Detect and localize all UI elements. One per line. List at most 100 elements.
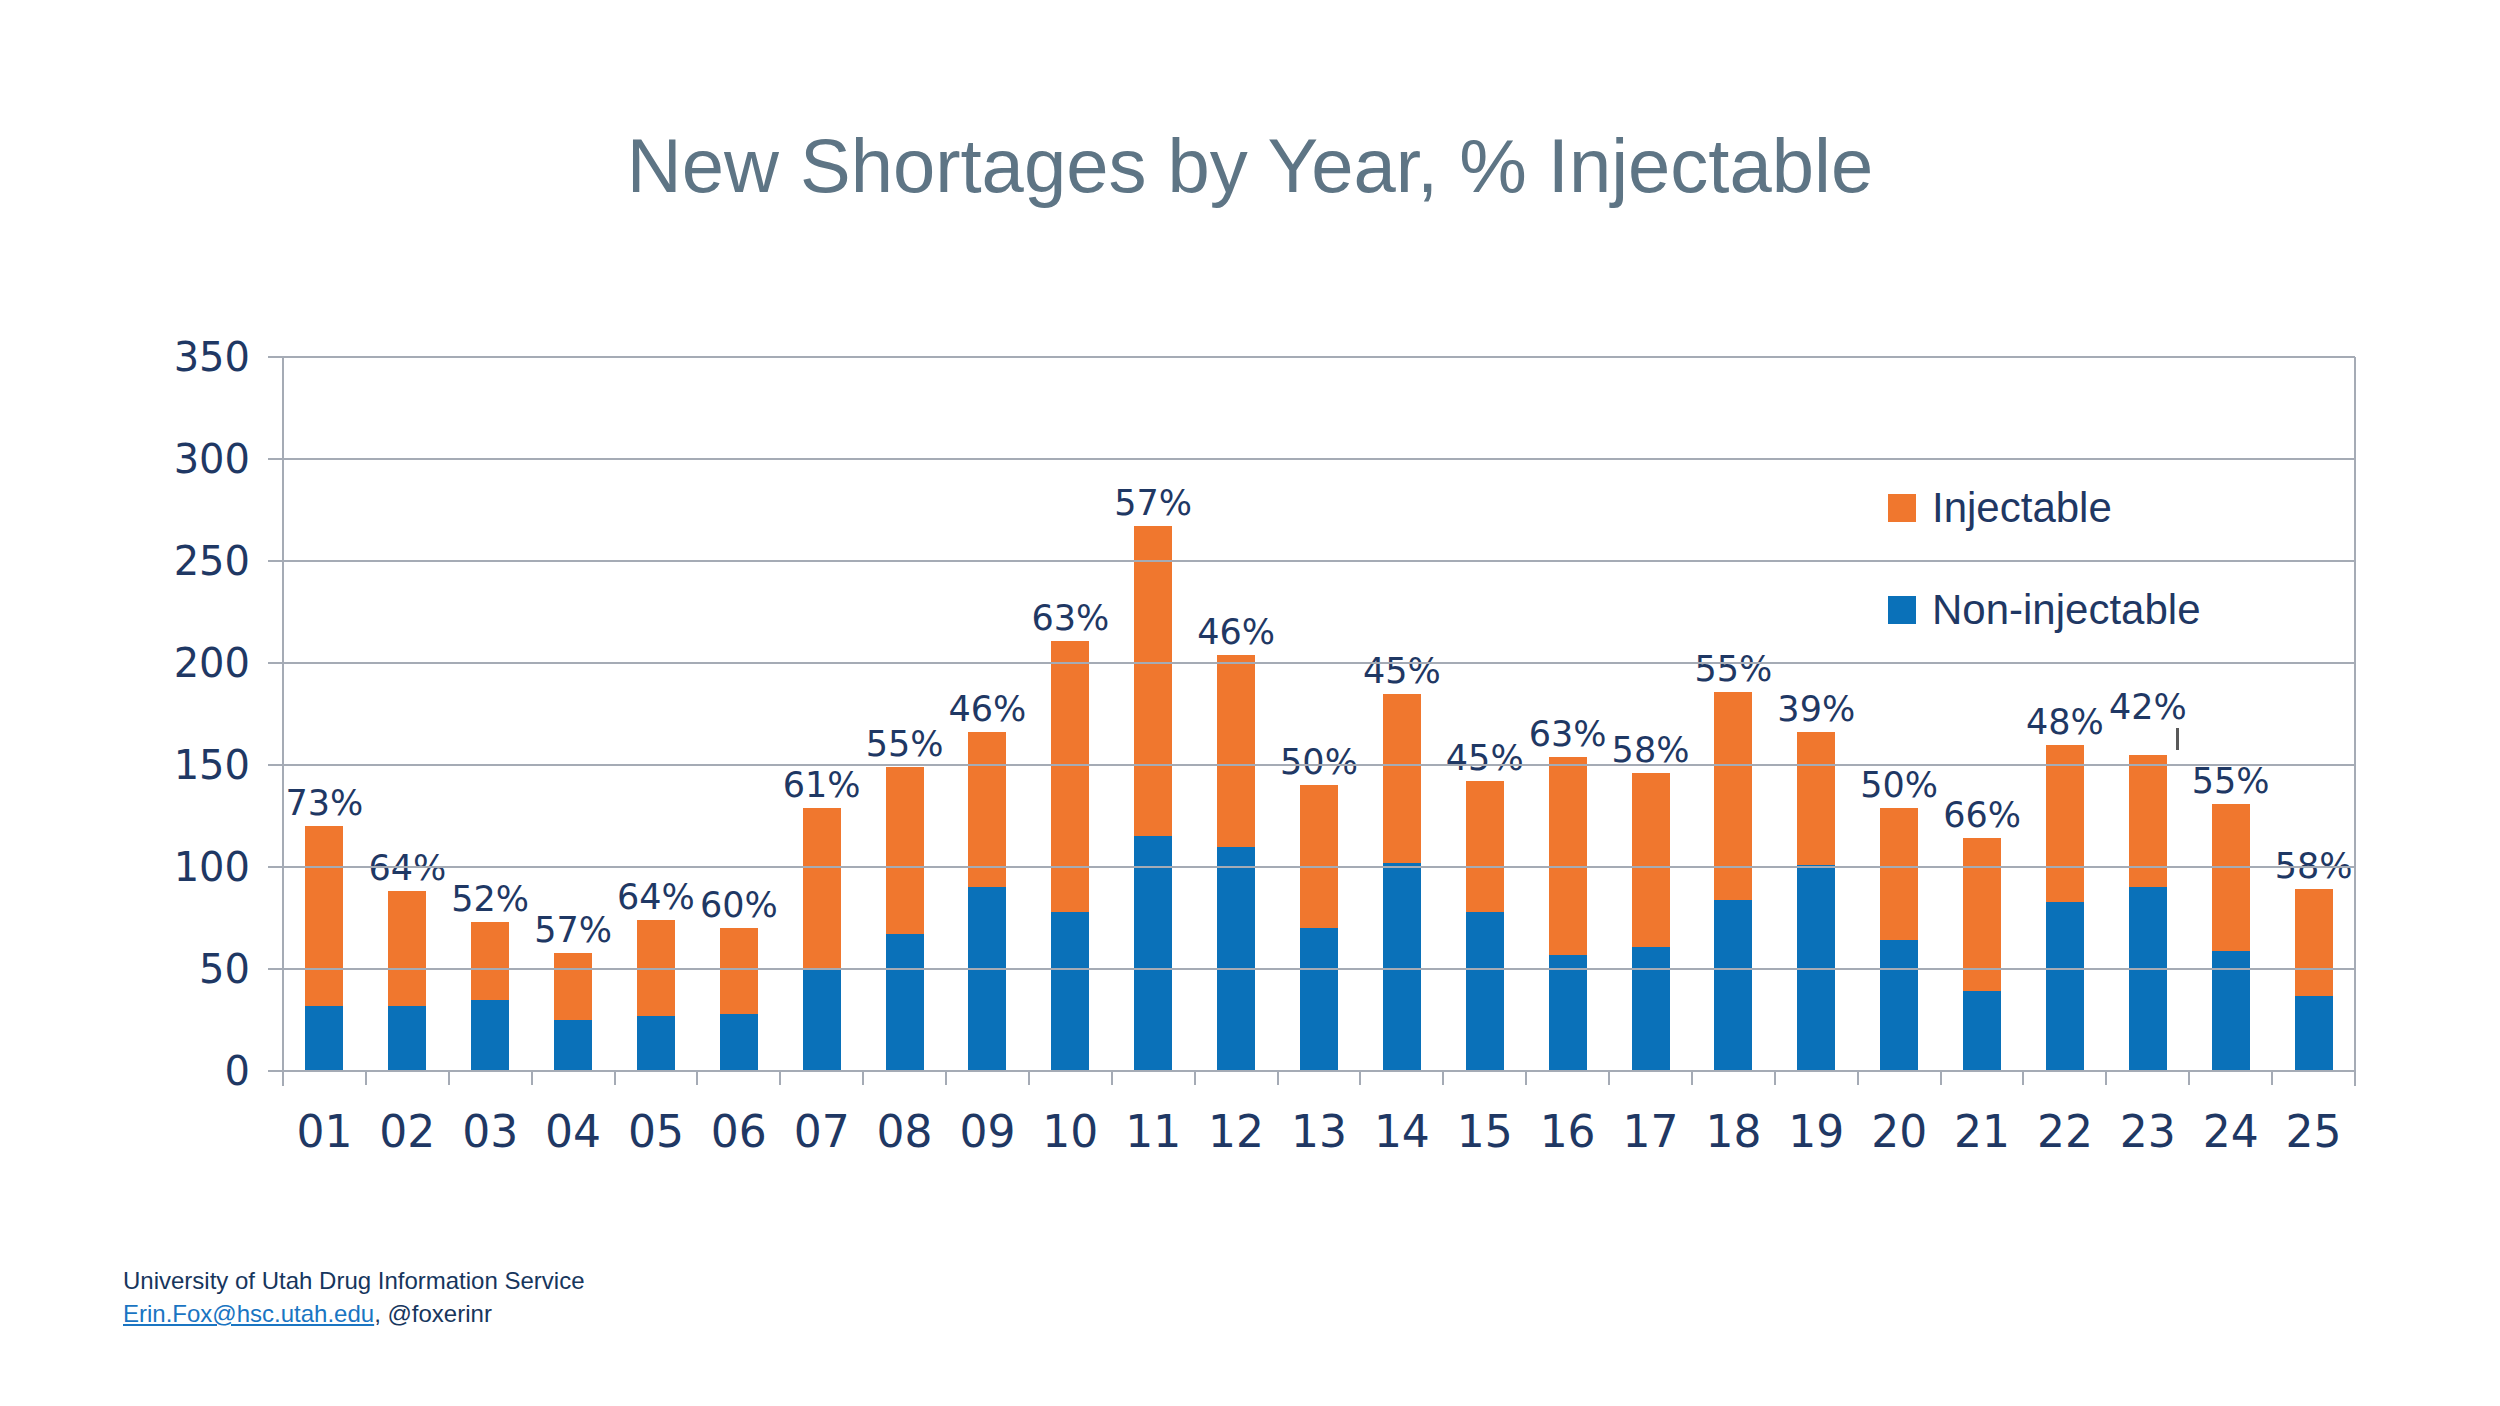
callout-line-42pct xyxy=(2176,728,2179,750)
bar-label-20: 50% xyxy=(1819,763,1979,807)
bar-10-injectable xyxy=(1051,641,1089,912)
bar-15-injectable xyxy=(1466,781,1504,912)
x-tick-22 xyxy=(2105,1071,2107,1085)
bar-label-11: 57% xyxy=(1073,481,1233,525)
y-tick-150 xyxy=(268,764,283,766)
footer-handle: , @foxerinr xyxy=(374,1300,492,1327)
bar-03-non-injectable xyxy=(471,1000,509,1071)
x-tick-9 xyxy=(1028,1071,1030,1085)
x-tick-13 xyxy=(1359,1071,1361,1085)
y-tick-label-100: 100 xyxy=(110,843,250,891)
bar-07-non-injectable xyxy=(803,969,841,1071)
legend-item-injectable: Injectable xyxy=(1888,484,2201,532)
legend-label-injectable: Injectable xyxy=(1932,484,2112,532)
gridline-300 xyxy=(283,458,2355,460)
bar-22-non-injectable xyxy=(2046,902,2084,1071)
bar-06-non-injectable xyxy=(720,1014,758,1071)
bar-label-10: 63% xyxy=(990,596,1150,640)
bar-19-injectable xyxy=(1797,732,1835,865)
bar-label-18: 55% xyxy=(1653,647,1813,691)
legend-swatch-non-injectable-icon xyxy=(1888,596,1916,624)
bar-25-injectable xyxy=(2295,889,2333,995)
bar-11-injectable xyxy=(1134,526,1172,836)
bar-16-non-injectable xyxy=(1549,955,1587,1071)
gridline-100 xyxy=(283,866,2355,868)
x-tick-11 xyxy=(1194,1071,1196,1085)
bar-01-injectable xyxy=(305,826,343,1006)
bar-09-non-injectable xyxy=(968,887,1006,1071)
bar-label-15: 45% xyxy=(1405,736,1565,780)
bar-13-injectable xyxy=(1300,785,1338,928)
y-axis-line xyxy=(282,357,284,1086)
bar-label-14: 45% xyxy=(1322,649,1482,693)
x-tick-14 xyxy=(1442,1071,1444,1085)
bar-label-01: 73% xyxy=(244,781,404,825)
gridline-50 xyxy=(283,968,2355,970)
bar-05-non-injectable xyxy=(637,1016,675,1071)
legend-swatch-injectable-icon xyxy=(1888,494,1916,522)
x-tick-18 xyxy=(1774,1071,1776,1085)
gridline-350 xyxy=(283,356,2355,358)
bar-04-non-injectable xyxy=(554,1020,592,1071)
bar-14-non-injectable xyxy=(1383,863,1421,1071)
legend-item-non-injectable: Non-injectable xyxy=(1888,586,2201,634)
chart-title: New Shortages by Year, % Injectable xyxy=(0,122,2500,209)
bar-20-injectable xyxy=(1880,808,1918,941)
x-tick-17 xyxy=(1691,1071,1693,1085)
bar-02-non-injectable xyxy=(388,1006,426,1071)
bar-03-injectable xyxy=(471,922,509,1000)
bar-02-injectable xyxy=(388,891,426,1005)
bar-25-non-injectable xyxy=(2295,996,2333,1071)
x-tick-7 xyxy=(862,1071,864,1085)
x-tick-2 xyxy=(448,1071,450,1085)
bar-label-08: 55% xyxy=(825,722,985,766)
x-tick-23 xyxy=(2188,1071,2190,1085)
bar-01-non-injectable xyxy=(305,1006,343,1071)
x-tick-12 xyxy=(1277,1071,1279,1085)
bar-06-injectable xyxy=(720,928,758,1014)
footer-email-link[interactable]: Erin.Fox@hsc.utah.edu xyxy=(123,1300,374,1327)
y-tick-100 xyxy=(268,866,283,868)
bar-10-non-injectable xyxy=(1051,912,1089,1071)
bar-08-non-injectable xyxy=(886,934,924,1071)
y-tick-label-300: 300 xyxy=(110,435,250,483)
bar-15-non-injectable xyxy=(1466,912,1504,1071)
y-tick-200 xyxy=(268,662,283,664)
bar-13-non-injectable xyxy=(1300,928,1338,1071)
bar-04-injectable xyxy=(554,953,592,1020)
bar-12-injectable xyxy=(1217,655,1255,847)
y-tick-label-0: 0 xyxy=(110,1047,250,1095)
x-tick-8 xyxy=(945,1071,947,1085)
x-tick-19 xyxy=(1857,1071,1859,1085)
bar-label-02: 64% xyxy=(327,846,487,890)
y-tick-0 xyxy=(268,1070,283,1072)
x-tick-15 xyxy=(1525,1071,1527,1085)
x-tick-4 xyxy=(614,1071,616,1085)
y-tick-label-250: 250 xyxy=(110,537,250,585)
x-tick-3 xyxy=(531,1071,533,1085)
slide-canvas: New Shortages by Year, % Injectable 2558… xyxy=(0,0,2500,1406)
y-tick-350 xyxy=(268,356,283,358)
y-tick-250 xyxy=(268,560,283,562)
footer-source: University of Utah Drug Information Serv… xyxy=(123,1264,585,1297)
legend-label-non-injectable: Non-injectable xyxy=(1932,586,2201,634)
y-tick-label-200: 200 xyxy=(110,639,250,687)
x-tick-6 xyxy=(779,1071,781,1085)
x-tick-1 xyxy=(365,1071,367,1085)
y-tick-label-350: 350 xyxy=(110,333,250,381)
plot-right-border xyxy=(2354,357,2356,1086)
bar-label-07: 61% xyxy=(742,763,902,807)
bar-18-non-injectable xyxy=(1714,900,1752,1071)
x-tick-label-01: 01 xyxy=(264,1107,384,1157)
bar-21-non-injectable xyxy=(1963,991,2001,1071)
bar-17-injectable xyxy=(1632,773,1670,946)
bar-16-injectable xyxy=(1549,757,1587,955)
y-tick-label-150: 150 xyxy=(110,741,250,789)
x-tick-10 xyxy=(1111,1071,1113,1085)
bar-11-non-injectable xyxy=(1134,836,1172,1071)
y-tick-50 xyxy=(268,968,283,970)
bar-12-non-injectable xyxy=(1217,847,1255,1071)
y-tick-300 xyxy=(268,458,283,460)
bar-label-13: 50% xyxy=(1239,740,1399,784)
bar-24-injectable xyxy=(2212,804,2250,951)
